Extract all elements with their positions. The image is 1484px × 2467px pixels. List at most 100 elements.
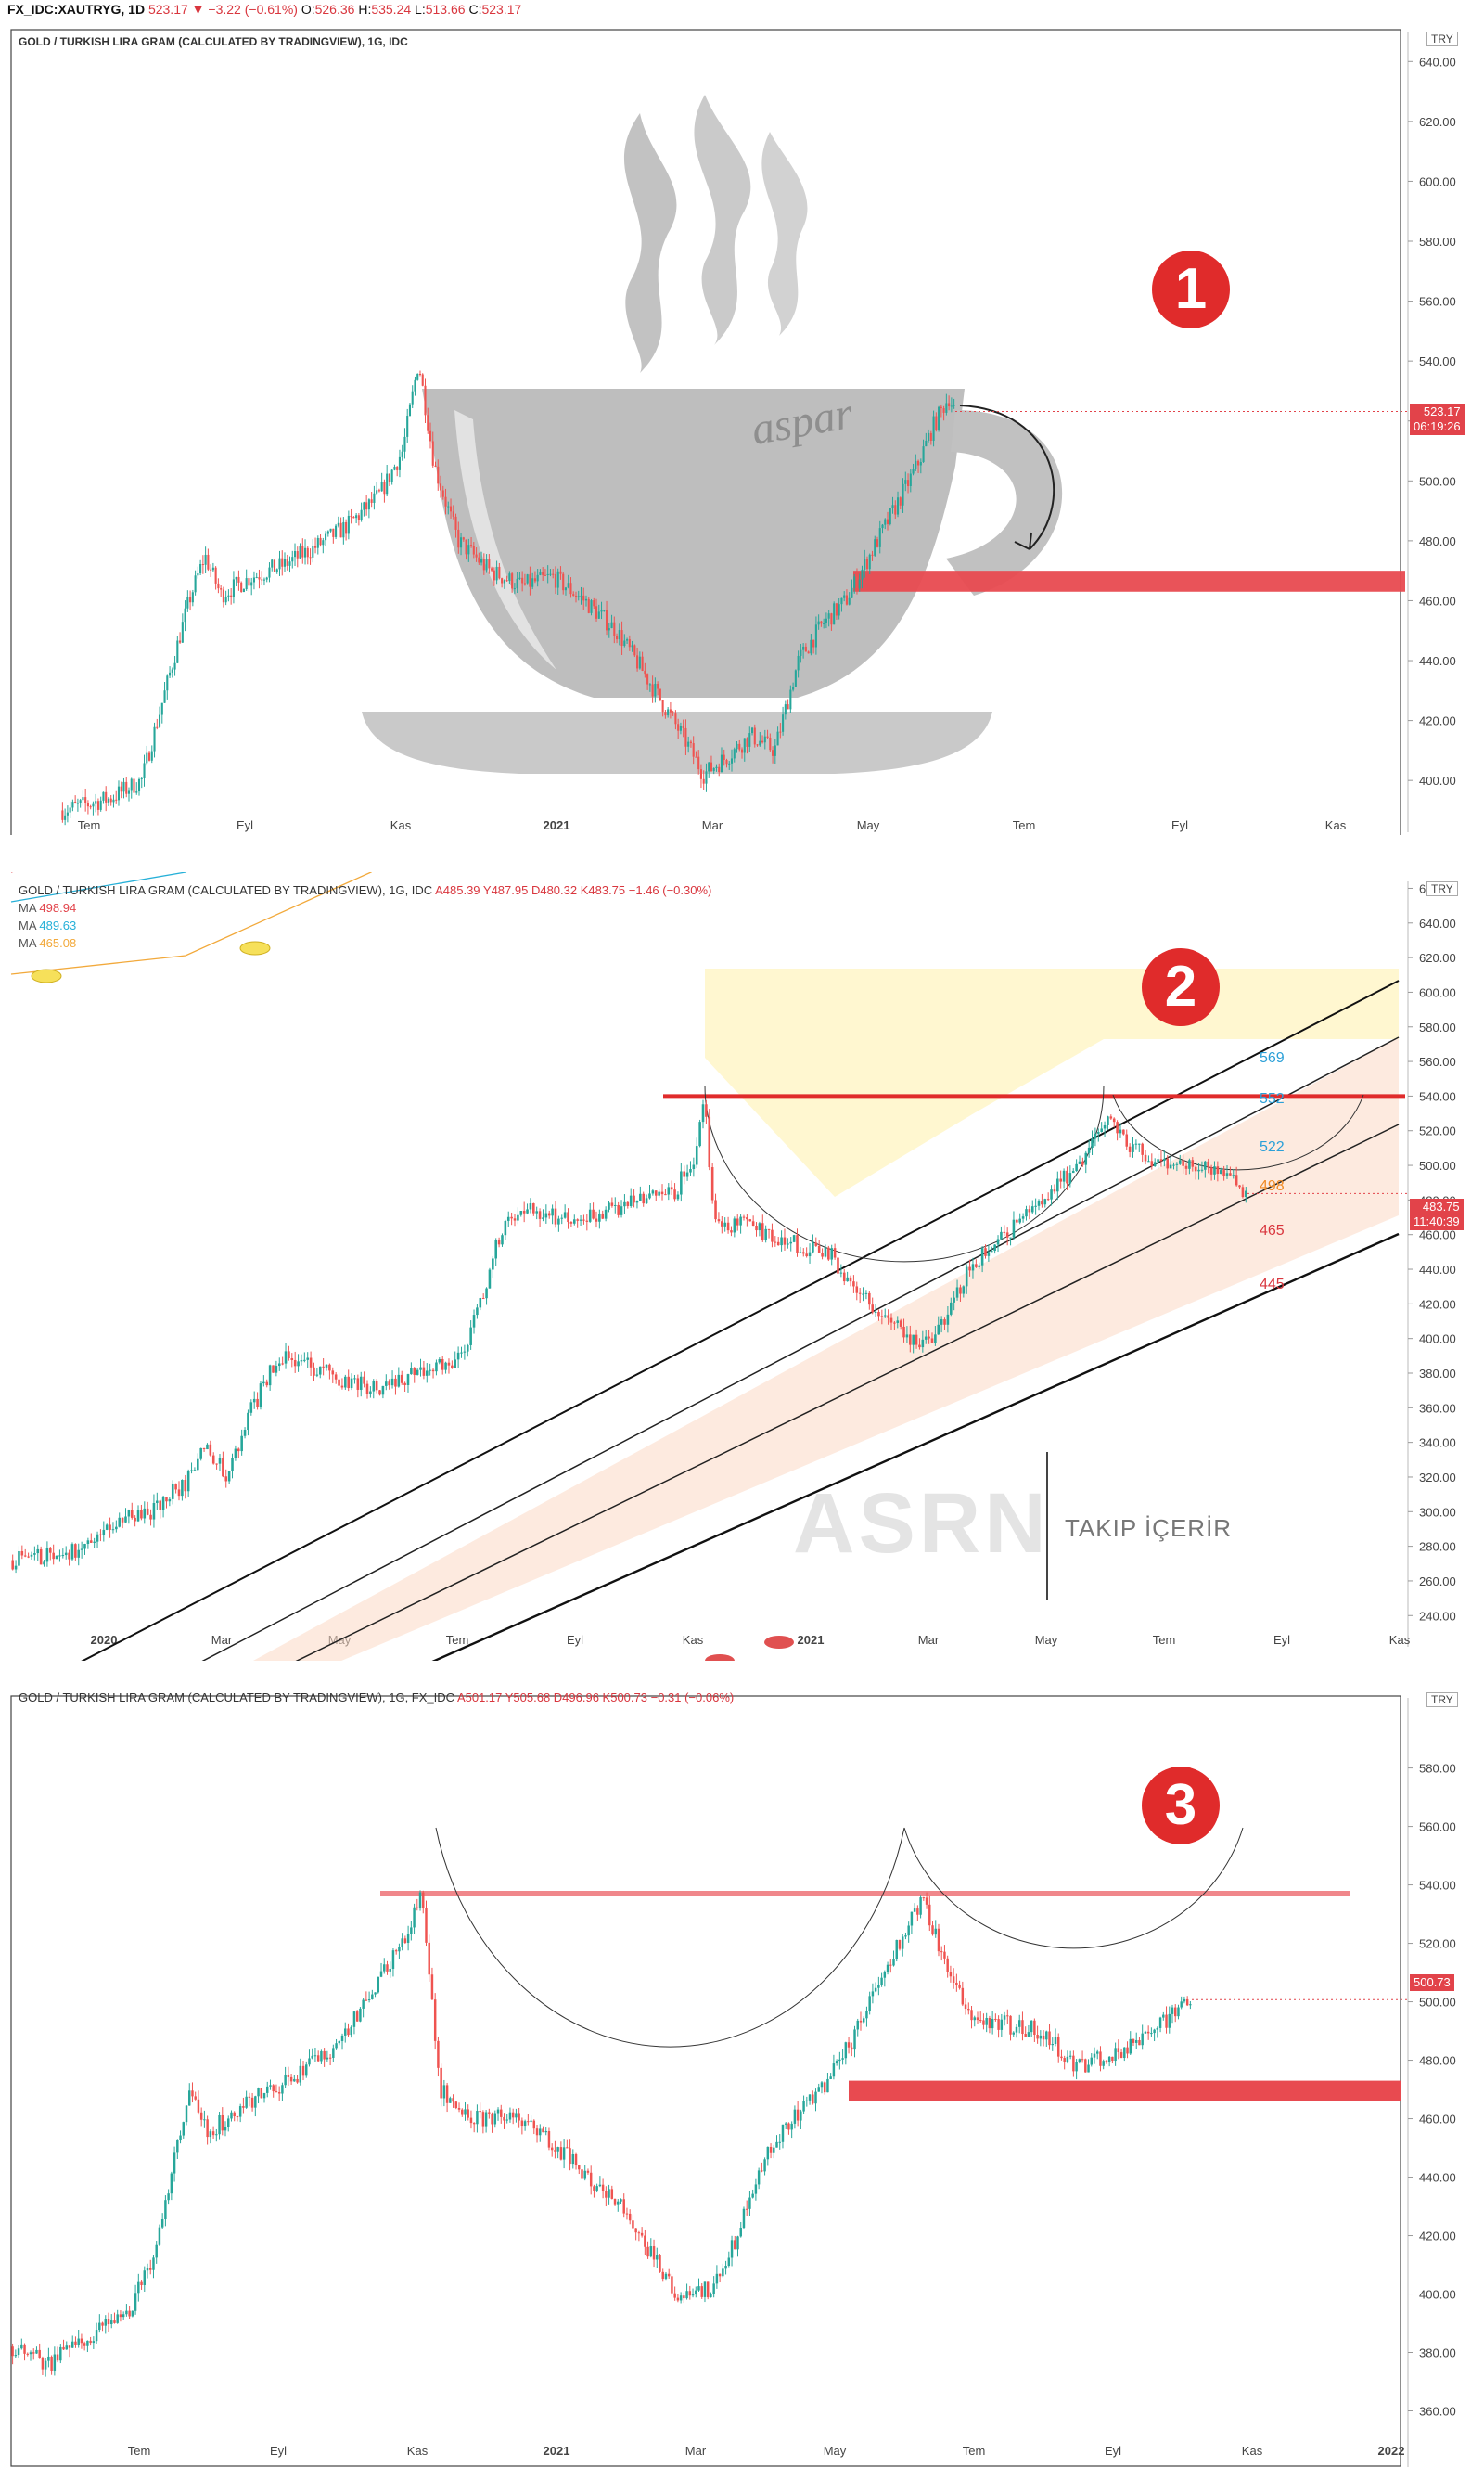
candle-body bbox=[252, 577, 255, 583]
chart-1-canvas[interactable]: 400.00420.00440.00460.00480.00500.00520.… bbox=[0, 20, 1484, 835]
candle-body bbox=[980, 1248, 984, 1266]
candle-body bbox=[792, 687, 795, 690]
candle-body bbox=[829, 2076, 832, 2079]
candle-body bbox=[1066, 2056, 1069, 2062]
candle-body bbox=[964, 2004, 967, 2010]
candle-body bbox=[281, 1363, 284, 1365]
candle-body bbox=[211, 567, 214, 571]
chart-2-canvas[interactable]: 240.00 260.00 280.00 300.00 320.00 340.00 360.… bbox=[0, 872, 1484, 1661]
candle-body bbox=[530, 2120, 532, 2122]
candle-body bbox=[604, 1209, 608, 1219]
candle-body bbox=[1147, 1161, 1150, 1163]
chart-panel-3[interactable]: 360.00 380.00 400.00 420.00 440.00 460.00 480.… bbox=[0, 1679, 1484, 2467]
candle-body bbox=[846, 1277, 849, 1282]
y-tick-label: 540.00 bbox=[1419, 354, 1456, 368]
level-569: 569 bbox=[1260, 1050, 1285, 1066]
candle-body bbox=[345, 521, 348, 534]
candle-body bbox=[485, 1288, 488, 1299]
candle-body bbox=[65, 2345, 69, 2350]
candle-body bbox=[827, 613, 830, 619]
candle-body bbox=[642, 1193, 646, 1204]
chart-3-canvas[interactable]: 360.00 380.00 400.00 420.00 440.00 460.00 480.… bbox=[0, 1679, 1484, 2467]
candle-body bbox=[478, 557, 480, 563]
candle-body bbox=[32, 2352, 35, 2354]
x-tick-label: Eyl bbox=[1273, 1633, 1290, 1647]
candle-body bbox=[371, 1994, 374, 2000]
candle-body bbox=[403, 1938, 407, 1943]
candle-body bbox=[176, 640, 179, 663]
candle-body bbox=[895, 1939, 898, 1959]
candle-body bbox=[62, 2346, 65, 2350]
candle-body bbox=[754, 2184, 758, 2194]
candle-body bbox=[1003, 2015, 1006, 2020]
candle-body bbox=[160, 2219, 164, 2228]
candle-body bbox=[332, 2048, 335, 2058]
candle-body bbox=[881, 524, 884, 529]
moving-average-3 bbox=[10, 872, 373, 975]
candle-body bbox=[400, 1374, 403, 1383]
candle-body bbox=[864, 559, 866, 570]
candle-body bbox=[1183, 1998, 1186, 2002]
chart-panel-1[interactable]: 400.00420.00440.00460.00480.00500.00520.… bbox=[0, 20, 1484, 835]
chart-panel-2[interactable]: 240.00 260.00 280.00 300.00 320.00 340.00 360.… bbox=[0, 872, 1484, 1661]
candle-body bbox=[179, 640, 182, 643]
candle-body bbox=[746, 1217, 748, 1220]
candle-body bbox=[383, 1964, 386, 1972]
candle-body bbox=[109, 798, 112, 803]
currency-label-3[interactable]: TRY bbox=[1426, 1692, 1458, 1707]
candle-body bbox=[201, 564, 204, 566]
candle-body bbox=[635, 1201, 639, 1203]
candle-body bbox=[812, 639, 815, 648]
candle-body bbox=[59, 2346, 62, 2361]
candle-body bbox=[122, 2314, 125, 2318]
chart-2-title-text: GOLD / TURKISH LIRA GRAM (CALCULATED BY … bbox=[19, 883, 433, 897]
candle-body bbox=[391, 1950, 395, 1969]
candle-body bbox=[1075, 2062, 1078, 2072]
candle-body bbox=[928, 1904, 931, 1926]
candle-body bbox=[170, 2173, 173, 2194]
candle-body bbox=[928, 1336, 930, 1339]
candle-body bbox=[377, 490, 380, 492]
candle-body bbox=[457, 529, 460, 548]
candle-body bbox=[268, 1365, 272, 1386]
candle-body bbox=[204, 554, 207, 565]
candle-body bbox=[676, 2297, 680, 2301]
y-tick-label: 520.00 bbox=[1419, 1124, 1456, 1138]
candle-body bbox=[413, 1368, 416, 1375]
candle-body bbox=[706, 2281, 710, 2298]
currency-label-1[interactable]: TRY bbox=[1426, 32, 1458, 46]
candle-body bbox=[613, 2198, 617, 2205]
candle-body bbox=[291, 557, 294, 562]
x-tick-label: May bbox=[1035, 1633, 1058, 1647]
candle-body bbox=[559, 2147, 563, 2160]
candle-body bbox=[1134, 2039, 1138, 2043]
candle-body bbox=[532, 2120, 536, 2129]
candle-body bbox=[484, 2112, 488, 2127]
y-tick-label: 400.00 bbox=[1419, 774, 1456, 788]
candle-body bbox=[789, 1241, 793, 1244]
candle-body bbox=[93, 1541, 96, 1543]
candle-body bbox=[880, 1316, 884, 1317]
candle-body bbox=[465, 539, 467, 555]
candle-body bbox=[671, 2276, 673, 2294]
candle-body bbox=[862, 2018, 865, 2023]
candle-body bbox=[907, 1925, 910, 1936]
candle-body bbox=[222, 589, 224, 603]
currency-label-2[interactable]: TRY bbox=[1426, 881, 1458, 896]
candle-body bbox=[746, 738, 748, 747]
candle-body bbox=[996, 1239, 1000, 1245]
candle-body bbox=[748, 1219, 752, 1222]
candle-body bbox=[909, 473, 912, 486]
candle-body bbox=[601, 2184, 605, 2191]
candle-body bbox=[510, 1216, 513, 1219]
candle-body bbox=[973, 2017, 976, 2021]
candle-body bbox=[431, 1369, 435, 1372]
candle-body bbox=[233, 2112, 236, 2117]
candle-body bbox=[110, 2320, 113, 2325]
candle-body bbox=[1043, 1199, 1047, 1205]
candle-body bbox=[542, 572, 544, 575]
candle-body bbox=[843, 595, 846, 598]
y-tick-label: 380.00 bbox=[1419, 1367, 1456, 1381]
candle-body bbox=[220, 588, 223, 590]
candle-body bbox=[202, 1447, 206, 1450]
